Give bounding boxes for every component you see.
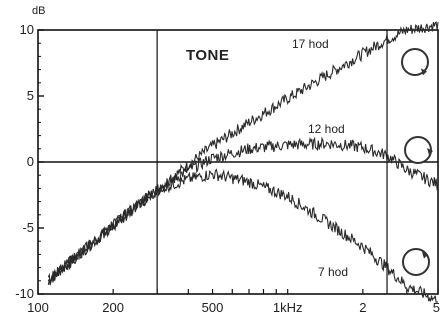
knob-icons <box>401 48 433 276</box>
knob-min-icon <box>402 248 430 276</box>
series-labels: 17 hod 12 hod 7 hod <box>292 37 348 279</box>
series-lines <box>47 21 439 303</box>
series-label: 17 hod <box>292 37 329 51</box>
y-tick-label: -5 <box>22 220 34 235</box>
x-tick-label: 100 <box>27 300 49 315</box>
series-label: 7 hod <box>318 265 348 279</box>
series-line-7-hod <box>47 168 438 303</box>
y-tick-label: 5 <box>27 88 34 103</box>
y-tick-label: -10 <box>15 286 34 301</box>
plot-frame <box>37 29 439 295</box>
knob-max-icon <box>401 48 429 76</box>
series-line-12-hod <box>47 136 439 285</box>
y-axis: 10 5 0 -5 -10 <box>15 22 44 301</box>
reference-lines <box>156 30 388 294</box>
x-tick-label: 2 <box>359 300 366 315</box>
x-tick-label: 1kHz <box>273 300 303 315</box>
y-axis-label: dB <box>32 5 45 17</box>
series-label: 12 hod <box>308 122 345 136</box>
x-tick-label: 200 <box>102 300 124 315</box>
x-axis: 100 200 500 1kHz 2 5 <box>27 289 440 315</box>
knob-mid-icon <box>404 136 433 164</box>
chart-title: TONE <box>186 47 229 64</box>
y-tick-label: 0 <box>27 154 34 169</box>
x-tick-label: 500 <box>202 300 224 315</box>
x-tick-label: 5 <box>433 300 440 315</box>
y-tick-label: 10 <box>20 22 34 37</box>
